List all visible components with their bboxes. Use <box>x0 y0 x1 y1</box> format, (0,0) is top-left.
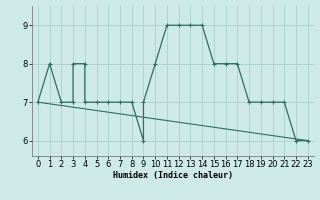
X-axis label: Humidex (Indice chaleur): Humidex (Indice chaleur) <box>113 171 233 180</box>
